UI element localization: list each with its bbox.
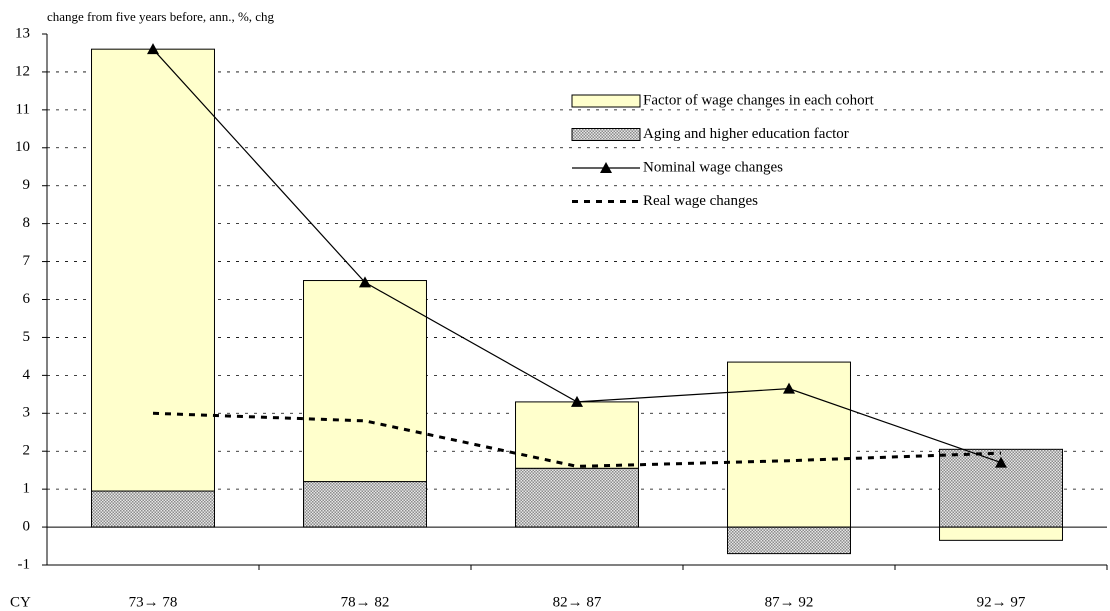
y-tick-label: 13 [15,25,30,41]
line-marker [783,382,795,394]
bar-segment [727,526,851,555]
line-marker [147,43,159,55]
line-marker [995,456,1007,468]
chart-title: change from five years before, ann., %, … [47,9,275,24]
y-tick-label: 7 [23,253,31,269]
y-tick-label: 4 [23,367,31,383]
legend-marker [600,162,612,173]
bar-segment [303,280,427,483]
legend-label: Nominal wage changes [643,159,783,175]
bar-segment [91,48,215,492]
y-tick-label: 11 [16,101,30,117]
legend-label: Factor of wage changes in each cohort [643,92,875,108]
bar-segment [515,467,639,528]
y-tick-label: 0 [23,519,31,535]
bar-segment [91,490,215,528]
bar-segment [939,526,1063,541]
legend-label: Aging and higher education factor [643,126,849,142]
legend-label: Real wage changes [643,193,758,209]
y-tick-label: 12 [15,63,30,79]
x-tick-label: 73→ 78 [129,594,178,610]
bar-segment [303,481,427,528]
line-series [152,411,1002,468]
x-tick-label: 87→ 92 [765,594,814,610]
x-tick-label: 82→ 87 [553,594,602,610]
y-tick-label: 10 [15,139,30,155]
y-tick-label: -1 [18,556,31,572]
y-tick-label: 5 [23,329,31,345]
y-tick-label: 1 [23,481,31,497]
y-tick-label: 8 [23,215,31,231]
y-tick-label: 9 [23,177,31,193]
y-tick-label: 3 [23,405,31,421]
line-marker [571,395,583,407]
legend-swatch [571,128,641,141]
line-marker [359,276,371,288]
x-tick-label: 78→ 82 [341,594,390,610]
x-axis-label: CY [10,594,31,610]
y-tick-label: 2 [23,443,31,459]
x-tick-label: 92→ 97 [977,594,1026,610]
legend-swatch [571,94,641,108]
y-tick-label: 6 [23,291,31,307]
